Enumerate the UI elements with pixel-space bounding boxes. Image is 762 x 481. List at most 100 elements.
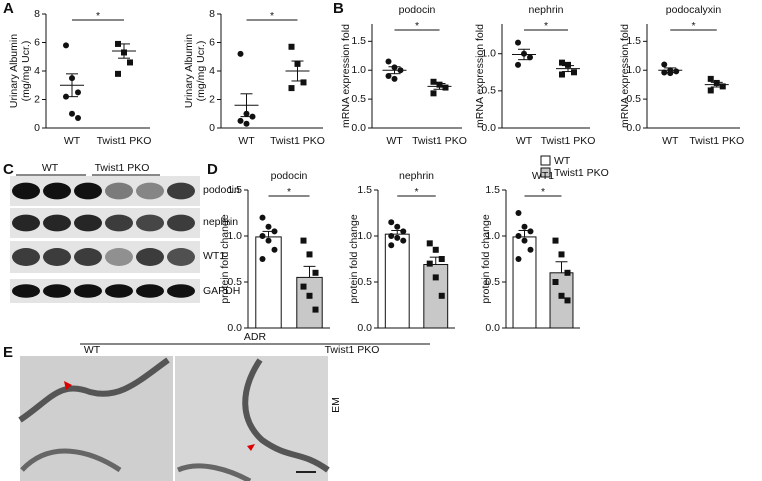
data-point (115, 70, 121, 77)
y-axis-label: mRNA expression fold (474, 24, 486, 128)
data-point (388, 242, 395, 249)
data-point (527, 228, 534, 235)
data-point (69, 110, 75, 117)
data-point (75, 115, 81, 122)
panel-label: A (3, 0, 14, 17)
blot-band (43, 214, 71, 232)
data-point (237, 117, 244, 124)
y-tick-label: 1.5 (351, 35, 366, 47)
data-point (515, 61, 521, 68)
data-point (527, 54, 533, 61)
data-point (300, 237, 307, 244)
y-axis-label: Urinary Albumin (8, 34, 20, 108)
data-point (249, 113, 256, 120)
data-point (571, 69, 577, 76)
data-point (259, 233, 266, 239)
data-point (436, 81, 443, 88)
y-axis-label: (mg/mg Ucr.) (20, 41, 32, 102)
data-point (661, 69, 668, 76)
panel-label: B (333, 0, 344, 17)
significance-star: * (541, 186, 545, 198)
data-point (667, 70, 674, 77)
data-point (115, 40, 121, 47)
blot-band (167, 248, 195, 266)
chart-title: nephrin (399, 170, 434, 182)
data-point (271, 246, 278, 253)
y-tick-label: 0.5 (351, 93, 366, 105)
data-point (515, 256, 522, 262)
chart-title: podocin (271, 170, 308, 182)
western-blot: WT Twist1 PKO podocin nephrin WT1 GAPDH (16, 162, 240, 297)
em-membrane (242, 358, 330, 473)
data-point (237, 50, 244, 57)
y-tick-label: 2 (34, 93, 40, 105)
blot-band (43, 284, 71, 298)
data-point (558, 292, 565, 299)
data-point (397, 67, 404, 74)
y-axis-label: protein fold change (480, 214, 492, 303)
data-point (559, 71, 565, 78)
y-axis-label: protein fold change (219, 214, 231, 303)
y-tick-label: 4 (209, 65, 215, 77)
data-point (552, 237, 559, 244)
blot-band (136, 284, 164, 298)
data-point (127, 59, 133, 66)
data-point (565, 61, 571, 68)
blot-band (136, 214, 164, 232)
y-axis-label: (mg/mg Ucr.) (195, 41, 207, 102)
y-tick-label: 6 (34, 36, 40, 48)
y-tick-label: 0.0 (227, 322, 242, 334)
data-point (306, 251, 313, 258)
data-point (259, 214, 266, 221)
blot-band (105, 284, 133, 298)
data-point (430, 90, 437, 97)
y-tick-label: 2 (209, 93, 215, 105)
significance-star: * (287, 186, 291, 198)
blot-row: GAPDH (203, 285, 240, 297)
data-point (300, 283, 307, 290)
blot-band (74, 182, 102, 200)
em-panel: ADR WT Twist1 PKO EM (18, 331, 430, 481)
data-point (271, 228, 278, 235)
data-point (391, 75, 398, 82)
x-tick-label: Twist1 PKO (689, 135, 744, 147)
y-tick-label: 1.5 (626, 35, 641, 47)
legend-label: WT (554, 155, 571, 167)
data-point (394, 234, 401, 241)
blot-band (105, 182, 133, 200)
blot-band (43, 248, 71, 266)
data-point (400, 228, 407, 235)
data-point (527, 246, 534, 253)
x-tick-label: WT (386, 135, 403, 147)
chart-title: nephrin (528, 4, 563, 16)
em-membrane (176, 463, 252, 481)
data-point (432, 246, 439, 253)
y-tick-label: 1.0 (626, 64, 641, 76)
em-group: ADR (244, 331, 267, 343)
data-point (719, 83, 726, 90)
blot-row: nephrin (203, 216, 238, 228)
blot-band (74, 214, 102, 232)
data-point (75, 89, 81, 96)
data-point (121, 49, 127, 56)
significance-star: * (414, 186, 418, 198)
x-tick-label: WT (516, 135, 533, 147)
arrowhead (64, 381, 72, 390)
em-membrane (18, 357, 170, 423)
blot-row: podocin (203, 184, 240, 196)
y-axis-label: Urinary Albumin (183, 34, 195, 108)
blot-band (105, 248, 133, 266)
y-tick-label: 0.0 (357, 322, 372, 334)
data-point (564, 269, 571, 276)
blot-band (12, 214, 40, 232)
y-tick-label: 0.5 (481, 85, 496, 97)
blot-band (43, 182, 71, 200)
data-point (713, 79, 720, 86)
em-condition: WT (84, 344, 101, 356)
blot-band (105, 214, 133, 232)
data-point (442, 84, 449, 91)
blot-group: Twist1 PKO (95, 162, 150, 174)
y-tick-label: 1.0 (481, 47, 496, 59)
data-point (432, 274, 439, 281)
arrowhead (247, 444, 255, 451)
